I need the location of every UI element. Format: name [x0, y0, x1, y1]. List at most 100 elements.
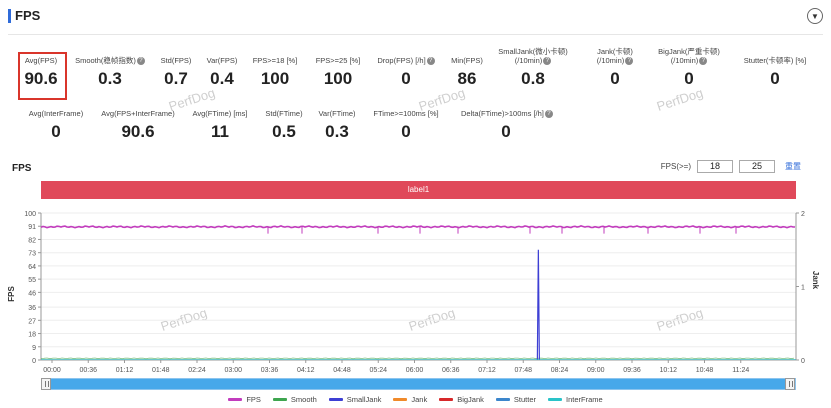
stat-value: 90.6 — [24, 69, 58, 88]
stat-stats_row2-6: Delta(FTime)>100ms [/h]? 0 — [461, 100, 553, 142]
y-left-tick-label: 91 — [28, 224, 36, 231]
stat-label: Avg(FTime) [ms] — [192, 109, 248, 118]
stat-stats_row2-0: Avg(InterFrame) 0 — [11, 100, 101, 141]
stat-value: 0.4 — [210, 69, 234, 88]
stat-label: SmallJank(微小卡顿) (/10min)? — [498, 47, 568, 66]
legend-swatch — [272, 398, 287, 401]
y-left-tick-label: 36 — [28, 305, 36, 312]
legend-item-interframe[interactable]: InterFrame — [548, 395, 603, 404]
stat-value: 0.3 — [325, 122, 349, 141]
legend-swatch — [393, 398, 408, 401]
legend-label: SmallJank — [346, 395, 382, 404]
stat-value: 0.8 — [521, 69, 545, 89]
y-left-tick-label: 55 — [28, 277, 36, 284]
stat-value: 0 — [401, 69, 411, 89]
fps-chart: 100 91 82 73 64 55 46 36 27 18 9 0 2 1 0 00:00 00:36 01… — [7, 211, 820, 374]
stat-label: Stutter(卡顿率) [%] — [743, 56, 807, 65]
stat-value: 86 — [457, 69, 477, 88]
stat-stats_row1-7: Min(FPS) 86 — [422, 47, 512, 88]
stat-label: Drop(FPS) [/h]? — [361, 56, 451, 66]
slider-handle-right[interactable] — [785, 378, 795, 390]
stat-label: Std(FPS) — [160, 56, 192, 65]
chevron-down-icon[interactable]: ▼ — [807, 8, 823, 24]
stat-stats_row2-5: FTime>=100ms [%] 0 — [361, 100, 451, 141]
legend-item-smooth[interactable]: Smooth — [272, 395, 317, 404]
help-icon[interactable]: ? — [426, 57, 435, 66]
legend-item-jank[interactable]: Jank — [393, 395, 427, 404]
fps-threshold-input-1[interactable]: 18 — [697, 160, 733, 173]
y-right-tick-label: 1 — [801, 285, 805, 292]
legend-swatch — [495, 398, 510, 401]
help-icon[interactable]: ? — [543, 57, 552, 66]
stat-label: Avg(InterFrame) — [28, 109, 84, 118]
avg-fps-highlight-box — [18, 52, 67, 100]
x-tick-label: 11:24 — [732, 367, 749, 374]
panel-title: FPS — [15, 8, 41, 23]
stat-value: 0.3 — [98, 69, 122, 89]
stat-stats_row1-8: SmallJank(微小卡顿) (/10min)? 0.8 — [488, 47, 578, 88]
help-icon[interactable]: ? — [699, 57, 708, 66]
stat-value: 0 — [501, 122, 511, 142]
x-tick-label: 01:12 — [116, 367, 134, 374]
x-tick-label: 05:24 — [369, 367, 387, 374]
title-accent-bar — [8, 9, 11, 23]
legend-label: Smooth — [290, 395, 317, 404]
stat-stats_row1-10: BigJank(严重卡顿) (/10min)? 0 — [644, 47, 734, 88]
legend-label: FPS — [246, 395, 261, 404]
time-range-slider[interactable] — [41, 378, 796, 390]
y-right-tick-label: 2 — [801, 211, 805, 218]
help-icon[interactable]: ? — [544, 110, 553, 119]
legend-label: InterFrame — [566, 395, 603, 404]
legend-item-bigjank[interactable]: BigJank — [439, 395, 484, 404]
legend-swatch — [548, 398, 562, 401]
legend-item-smalljank[interactable]: SmallJank — [328, 395, 382, 404]
stat-value: 0 — [401, 122, 411, 141]
x-tick-label: 04:48 — [333, 367, 351, 374]
y-left-tick-label: 46 — [28, 290, 36, 297]
y-left-axis-label: FPS — [7, 286, 16, 302]
slider-handle-left[interactable] — [41, 378, 51, 390]
smooth-series-line — [40, 357, 795, 360]
y-left-tick-label: 73 — [28, 251, 36, 258]
x-tick-label: 09:36 — [623, 367, 641, 374]
help-icon[interactable]: ? — [625, 57, 634, 66]
stat-stats_row1-1: Smooth(稳帧指数)? 0.3 — [65, 47, 155, 88]
y-left-tick-label: 100 — [24, 211, 36, 218]
stat-label: FPS>=25 [%] — [315, 56, 361, 65]
stat-value: 0.7 — [164, 69, 188, 88]
x-tick-label: 10:12 — [659, 367, 677, 374]
stat-label: Avg(FPS) — [24, 56, 58, 65]
y-right-axis-label: Jank — [811, 271, 820, 290]
y-left-tick-label: 82 — [28, 237, 36, 244]
stat-label: FPS>=18 [%] — [252, 56, 298, 65]
x-tick-label: 04:12 — [297, 367, 315, 374]
stat-value: 11 — [211, 122, 229, 141]
stat-stats_row1-0: Avg(FPS) 90.6 — [0, 47, 86, 88]
y-left-tick-label: 0 — [32, 358, 36, 365]
stat-stats_row2-4: Var(FTime) 0.3 — [292, 100, 382, 141]
x-tick-label: 02:24 — [188, 367, 206, 374]
reset-button[interactable]: 重置 — [785, 162, 801, 171]
fps-threshold-input-2[interactable]: 25 — [739, 160, 775, 173]
x-tick-label: 01:48 — [152, 367, 170, 374]
stat-value: 100 — [260, 69, 290, 88]
stat-label: Var(FPS) — [206, 56, 238, 65]
stat-label: Var(FTime) — [318, 109, 356, 118]
x-tick-label: 03:36 — [261, 367, 279, 374]
legend-swatch — [228, 398, 243, 401]
stat-label: Min(FPS) — [451, 56, 483, 65]
legend-swatch — [439, 398, 454, 401]
stat-stats_row1-4: FPS>=18 [%] 100 — [230, 47, 320, 88]
stat-label: Jank(卡顿) (/10min)? — [596, 47, 634, 66]
legend-item-fps[interactable]: FPS — [228, 395, 261, 404]
fps-series-line — [40, 225, 795, 229]
legend-item-stutter[interactable]: Stutter — [495, 395, 536, 404]
x-tick-label: 09:00 — [587, 367, 605, 374]
stat-label: Std(FTime) — [265, 109, 303, 118]
stat-stats_row1-2: Std(FPS) 0.7 — [131, 47, 221, 88]
x-tick-label: 06:36 — [442, 367, 460, 374]
x-tick-label: 10:48 — [696, 367, 714, 374]
help-icon[interactable]: ? — [136, 57, 145, 66]
stat-value: 0 — [684, 69, 694, 89]
label-bar[interactable]: label1 — [41, 181, 796, 199]
